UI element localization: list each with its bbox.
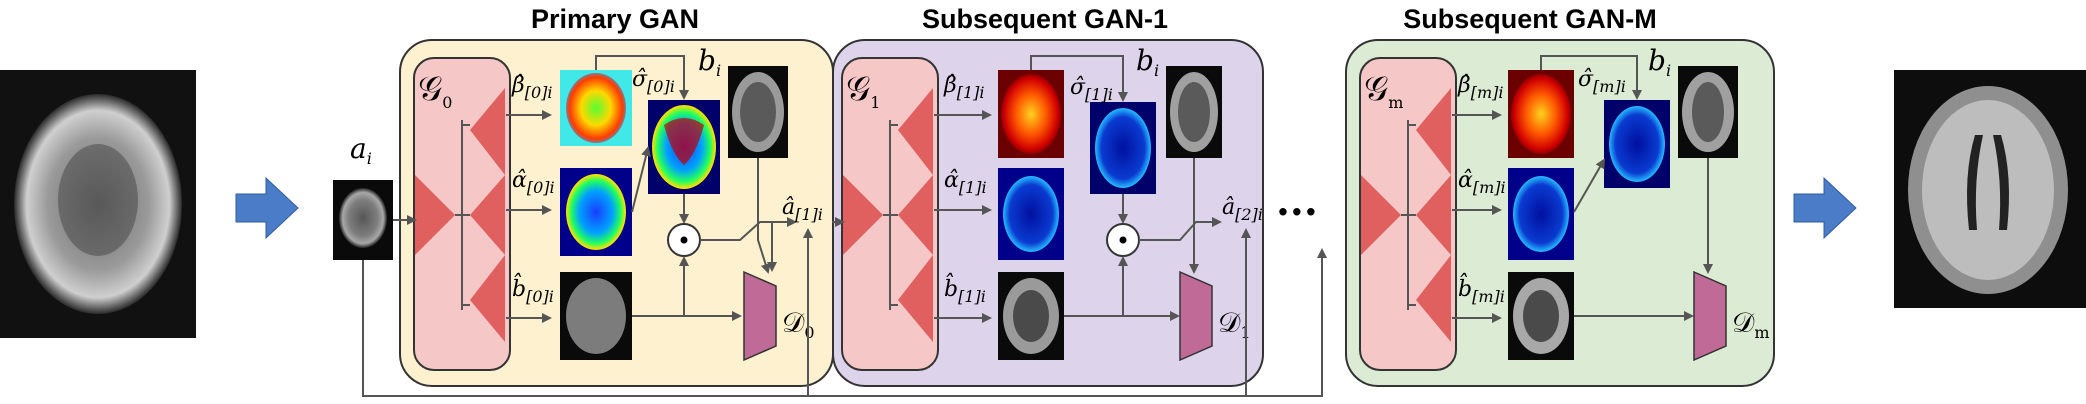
beta-hat-1-label: β̂[1]i (943, 73, 985, 102)
generator-0: 𝒢0 (413, 57, 511, 371)
input-image (0, 70, 196, 338)
svg-text:𝒟m: 𝒟m (1732, 306, 1770, 342)
bi-image-m (1678, 66, 1738, 158)
alpha-hat-1-label: α̂[1]i (944, 168, 987, 197)
b-hat-0-image (560, 272, 632, 360)
sigma-map-m (1604, 100, 1670, 188)
panel-gan-m: Subsequent GAN-M 𝒢m β̂[m]i α̂[m]i b̂[m]i (1345, 4, 1775, 387)
sigma-map-0 (648, 100, 720, 194)
panel-gan1-title: Subsequent GAN-1 (922, 4, 1168, 34)
panel-primary-title: Primary GAN (531, 4, 699, 34)
svg-text:𝒟0: 𝒟0 (782, 306, 815, 342)
beta-map-1 (998, 70, 1064, 158)
sigma-hat-m-label: σ̂[m]i (1578, 67, 1626, 96)
alpha-hat-m-label: α̂[m]i (1458, 168, 1506, 197)
beta-hat-m-label: β̂[m]i (1457, 73, 1504, 102)
generator-m: 𝒢m (1359, 57, 1457, 371)
alpha-map-0 (560, 168, 632, 256)
beta-map-m (1508, 70, 1574, 158)
generator-1: 𝒢1 (841, 57, 939, 371)
output-image (1894, 70, 2086, 308)
sigma-hat-1-label: σ̂[1]i (1070, 75, 1113, 104)
big-arrow-left (235, 176, 299, 240)
b-hat-0-label: b̂[0]i (512, 273, 554, 306)
bi-label-1: bi (1136, 44, 1159, 80)
alpha-map-m (1508, 168, 1574, 260)
sigma-map-1 (1090, 102, 1156, 194)
b-hat-m-label: b̂[m]i (1458, 273, 1505, 306)
generator-1-label: 𝒢1 (846, 69, 880, 112)
panel-ganm-title: Subsequent GAN-M (1403, 4, 1657, 34)
alpha-map-1 (998, 168, 1064, 260)
input-ai-label: ai (350, 132, 372, 168)
b-hat-m-image (1508, 272, 1574, 360)
sigma-hat-0-label: σ̂[0]i (632, 67, 675, 96)
beta-map-0 (560, 70, 632, 146)
a-hat-2-label: â[2]i (1222, 195, 1263, 224)
input-bus (362, 215, 1327, 397)
big-arrow-right (1793, 176, 1857, 240)
alpha-hat-0-label: α̂[0]i (512, 168, 555, 197)
generator-0-label: 𝒢0 (418, 69, 452, 112)
b-hat-1-image (998, 272, 1064, 360)
input-ai-image (333, 180, 393, 260)
generator-m-label: 𝒢m (1364, 69, 1403, 112)
discriminator-m: 𝒟m (1693, 270, 1770, 362)
bi-label-m: bi (1648, 44, 1671, 80)
beta-hat-0-label: β̂[0]i (511, 73, 553, 102)
discriminator-0: 𝒟0 (743, 270, 815, 362)
b-hat-1-label: b̂[1]i (944, 273, 986, 306)
bi-image-0 (728, 66, 788, 158)
bi-label-0: bi (698, 44, 721, 80)
ellipsis: ··· (1276, 189, 1318, 236)
panel-gan-1: Subsequent GAN-1 𝒢1 β̂[1]i α̂[1]i b̂[1]i (832, 4, 1264, 387)
panel-primary-gan: Primary GAN 𝒢0 β̂[0]i α̂[0]i b̂[0]i (399, 4, 834, 387)
bi-image-1 (1166, 66, 1222, 158)
a-hat-1-label: â[1]i (782, 195, 823, 224)
